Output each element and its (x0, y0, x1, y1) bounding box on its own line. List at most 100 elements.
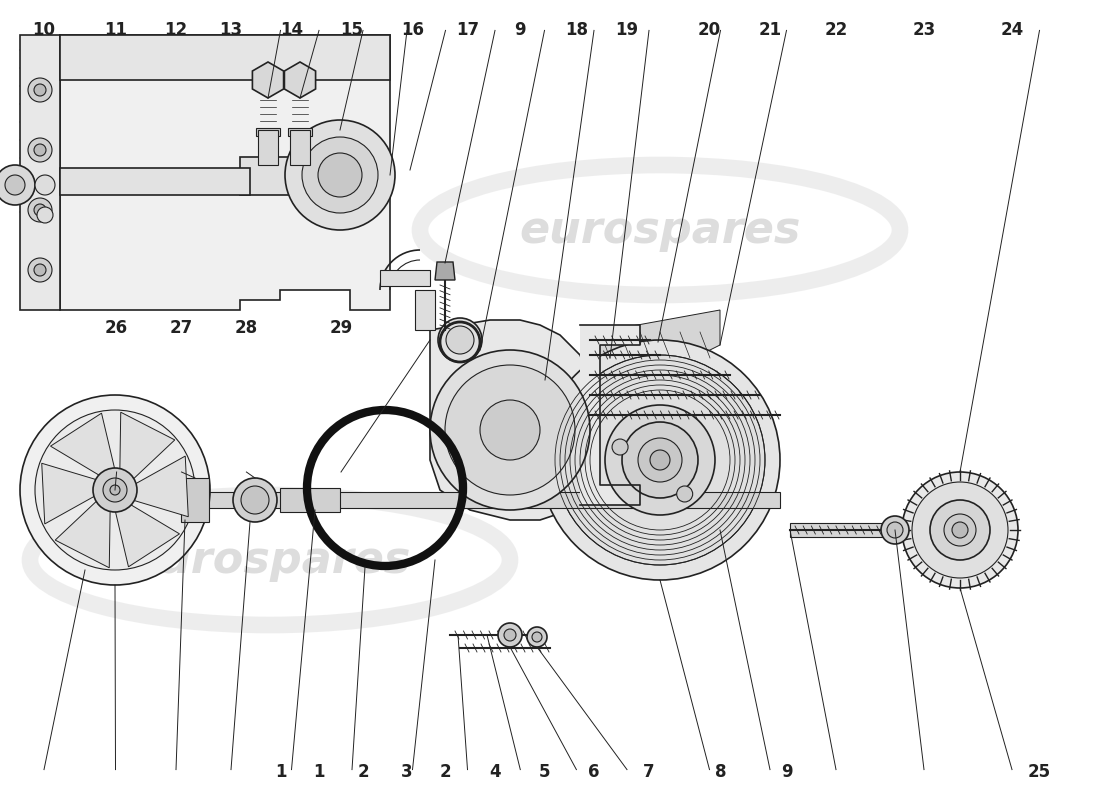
Polygon shape (55, 502, 110, 568)
Text: 28: 28 (234, 319, 258, 337)
Text: 17: 17 (455, 22, 480, 39)
Circle shape (527, 627, 547, 647)
Text: eurospares: eurospares (519, 209, 801, 251)
Text: 1: 1 (275, 763, 286, 781)
Text: 7: 7 (644, 763, 654, 781)
Text: 9: 9 (781, 763, 792, 781)
Circle shape (676, 486, 693, 502)
Polygon shape (60, 35, 390, 310)
Text: 19: 19 (615, 22, 639, 39)
Circle shape (480, 400, 540, 460)
Polygon shape (590, 310, 720, 365)
Circle shape (28, 198, 52, 222)
Circle shape (34, 144, 46, 156)
Text: 14: 14 (279, 22, 304, 39)
Polygon shape (580, 325, 640, 505)
Circle shape (887, 522, 903, 538)
Circle shape (6, 175, 25, 195)
Circle shape (438, 318, 482, 362)
Circle shape (34, 204, 46, 216)
Circle shape (881, 516, 909, 544)
Circle shape (20, 395, 210, 585)
Polygon shape (42, 463, 96, 524)
Polygon shape (280, 488, 340, 512)
Polygon shape (51, 413, 114, 475)
Polygon shape (0, 175, 25, 195)
Polygon shape (120, 412, 175, 478)
Text: 22: 22 (824, 22, 848, 39)
Circle shape (302, 137, 378, 213)
Polygon shape (258, 130, 278, 165)
Polygon shape (134, 456, 188, 517)
Circle shape (446, 326, 474, 354)
Text: 15: 15 (341, 22, 363, 39)
Text: 20: 20 (697, 22, 722, 39)
Polygon shape (116, 505, 179, 567)
Circle shape (504, 629, 516, 641)
Text: 16: 16 (402, 22, 424, 39)
Circle shape (650, 450, 670, 470)
Polygon shape (182, 478, 209, 522)
Polygon shape (60, 35, 390, 80)
Circle shape (318, 153, 362, 197)
Polygon shape (790, 523, 905, 537)
Circle shape (241, 486, 270, 514)
Circle shape (34, 84, 46, 96)
Text: 3: 3 (402, 763, 412, 781)
Circle shape (35, 175, 55, 195)
Text: 25: 25 (1027, 763, 1052, 781)
Text: 13: 13 (219, 22, 243, 39)
Text: 24: 24 (1000, 22, 1024, 39)
Circle shape (912, 482, 1008, 578)
Text: 27: 27 (169, 319, 194, 337)
Polygon shape (290, 130, 310, 165)
Text: eurospares: eurospares (130, 538, 410, 582)
Circle shape (94, 468, 138, 512)
Circle shape (110, 485, 120, 495)
Circle shape (930, 500, 990, 560)
Circle shape (35, 410, 195, 570)
Circle shape (540, 340, 780, 580)
Text: 29: 29 (329, 319, 353, 337)
Text: 11: 11 (104, 22, 126, 39)
Circle shape (37, 207, 53, 223)
Text: 8: 8 (715, 763, 726, 781)
Circle shape (28, 138, 52, 162)
Text: 2: 2 (358, 763, 368, 781)
Text: 6: 6 (588, 763, 600, 781)
Polygon shape (104, 492, 780, 508)
Circle shape (944, 514, 976, 546)
Polygon shape (20, 35, 60, 310)
Text: 23: 23 (912, 22, 936, 39)
Text: 5: 5 (539, 763, 550, 781)
Text: 12: 12 (164, 22, 188, 39)
Text: 21: 21 (758, 22, 782, 39)
Bar (379, 270, 430, 286)
Circle shape (28, 78, 52, 102)
Text: 1: 1 (314, 763, 324, 781)
Circle shape (532, 632, 542, 642)
Polygon shape (430, 320, 590, 520)
Circle shape (952, 522, 968, 538)
Text: 10: 10 (33, 22, 55, 39)
Circle shape (28, 258, 52, 282)
Circle shape (605, 405, 715, 515)
Circle shape (430, 350, 590, 510)
Circle shape (498, 623, 522, 647)
Circle shape (621, 422, 698, 498)
Circle shape (902, 472, 1018, 588)
Text: 4: 4 (490, 763, 500, 781)
Text: 2: 2 (440, 763, 451, 781)
Polygon shape (252, 62, 284, 98)
Circle shape (233, 478, 277, 522)
Bar (256, 128, 280, 136)
Circle shape (612, 439, 628, 455)
Circle shape (0, 165, 35, 205)
Polygon shape (240, 157, 340, 195)
Circle shape (446, 365, 575, 495)
Text: 18: 18 (565, 22, 587, 39)
Circle shape (34, 264, 46, 276)
Polygon shape (434, 262, 455, 280)
Polygon shape (285, 62, 316, 98)
Polygon shape (60, 168, 250, 195)
